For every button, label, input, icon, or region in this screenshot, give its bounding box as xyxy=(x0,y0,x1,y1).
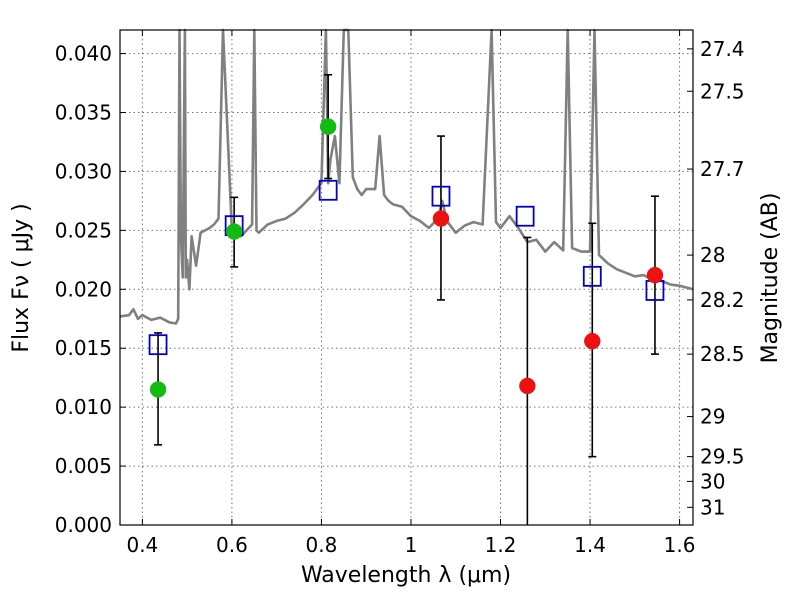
y-tick-label-3: 0.015 xyxy=(55,336,112,360)
x-tick-label-0: 0.4 xyxy=(126,533,158,557)
model-photometry-point-4 xyxy=(515,205,535,227)
axis-ticks xyxy=(120,30,693,526)
measurement-series xyxy=(149,118,664,398)
nir-point-3 xyxy=(646,266,664,284)
grid xyxy=(120,30,693,526)
mag-tick-label-2: 27.7 xyxy=(700,157,745,181)
x-tick-label-3: 1 xyxy=(405,533,418,557)
mag-tick-label-7: 29.5 xyxy=(700,445,745,469)
x-tick-label-1: 0.6 xyxy=(216,533,248,557)
x-axis-tick-labels: 0.4 0.6 0.8 1 1.2 1.4 1.6 xyxy=(126,533,695,557)
model-photometry-point-0 xyxy=(148,334,168,356)
mag-tick-label-9: 31 xyxy=(700,495,725,519)
y-tick-label-7: 0.035 xyxy=(55,101,112,125)
x-axis-title: Wavelength λ (μm) xyxy=(301,563,511,588)
mag-tick-label-6: 29 xyxy=(700,405,725,429)
x-tick-label-2: 0.8 xyxy=(306,533,338,557)
nir-point-2 xyxy=(584,332,601,350)
y-tick-label-1: 0.005 xyxy=(55,454,112,478)
y-axis-title: Flux Fν ( μJy ) xyxy=(9,203,34,352)
x-tick-label-4: 1.2 xyxy=(485,533,517,557)
y-tick-label-8: 0.040 xyxy=(55,42,112,66)
detection-point-0 xyxy=(149,381,167,398)
nir-point-1 xyxy=(519,377,536,395)
y-tick-label-6: 0.030 xyxy=(55,159,112,183)
x-tick-label-6: 1.6 xyxy=(664,533,696,557)
detection-point-2 xyxy=(319,118,337,135)
magnitude-axis-title: Magnitude (AB) xyxy=(758,193,783,364)
mag-tick-label-4: 28.2 xyxy=(700,288,745,312)
model-photometry-point-5 xyxy=(582,265,602,287)
plot-frame xyxy=(119,29,694,526)
y-tick-label-4: 0.020 xyxy=(55,277,112,301)
model-photometry-point-3 xyxy=(431,185,451,207)
mag-tick-label-3: 28 xyxy=(700,243,725,267)
detection-point-1 xyxy=(225,223,243,240)
mag-tick-label-5: 28.5 xyxy=(700,342,745,366)
mag-tick-label-0: 27.4 xyxy=(700,37,745,61)
y-tick-label-2: 0.010 xyxy=(55,395,112,419)
y-tick-label-0: 0.000 xyxy=(55,513,112,537)
mag-tick-label-8: 30 xyxy=(700,469,725,493)
y-tick-label-5: 0.025 xyxy=(55,218,112,242)
y-axis-tick-labels: 0.000 0.005 0.010 0.015 0.020 0.025 0.030 0.035… xyxy=(55,42,112,537)
x-tick-label-5: 1.4 xyxy=(574,533,606,557)
mag-tick-label-1: 27.5 xyxy=(700,79,745,103)
model-photometry-point-2 xyxy=(318,179,338,201)
nir-point-0 xyxy=(432,210,450,227)
